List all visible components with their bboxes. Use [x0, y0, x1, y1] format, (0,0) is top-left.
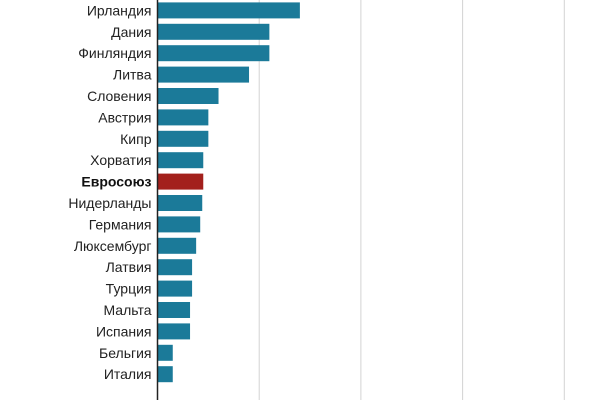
bar-7 [157, 109, 209, 126]
category-label-18: Бельгия [99, 345, 151, 361]
bar-3 [157, 23, 270, 40]
category-label-13: Люксембург [74, 238, 152, 254]
bar-16 [157, 302, 191, 318]
category-label-5: Литва [113, 67, 152, 83]
bar-11 [157, 195, 203, 211]
bar-18 [157, 344, 173, 361]
category-label-9: Хорватия [90, 152, 151, 168]
category-label-16: Мальта [103, 302, 151, 318]
category-labels: ВеликобританияИрландияДанияФинляндияЛитв… [68, 2, 152, 382]
bar-5 [157, 66, 250, 83]
bar-17 [157, 323, 191, 340]
category-label-19: Италия [104, 366, 152, 382]
category-label-14: Латвия [106, 259, 152, 275]
category-label-11: Нидерланды [68, 195, 151, 211]
bar-4 [157, 45, 270, 62]
category-label-6: Словения [87, 88, 151, 104]
bar-12 [157, 216, 201, 233]
bar-14 [157, 259, 193, 276]
category-label-15: Турция [106, 281, 152, 297]
bar-2 [157, 2, 300, 19]
category-label-17: Испания [96, 323, 152, 339]
bar-10 [157, 173, 204, 190]
bar-19 [157, 366, 173, 383]
bars [157, 2, 300, 383]
category-label-10: Евросоюз [81, 174, 151, 190]
bar-6 [157, 88, 219, 104]
bar-8 [157, 130, 209, 147]
category-label-8: Кипр [120, 131, 152, 147]
bar-13 [157, 237, 197, 254]
grid-lines [258, 0, 565, 400]
category-label-2: Ирландия [87, 2, 152, 18]
bar-9 [157, 152, 204, 169]
bar-15 [157, 280, 193, 297]
category-label-3: Дания [111, 24, 151, 40]
category-label-12: Германия [89, 216, 152, 232]
category-label-4: Финляндия [78, 45, 151, 61]
category-label-7: Австрия [98, 109, 151, 125]
